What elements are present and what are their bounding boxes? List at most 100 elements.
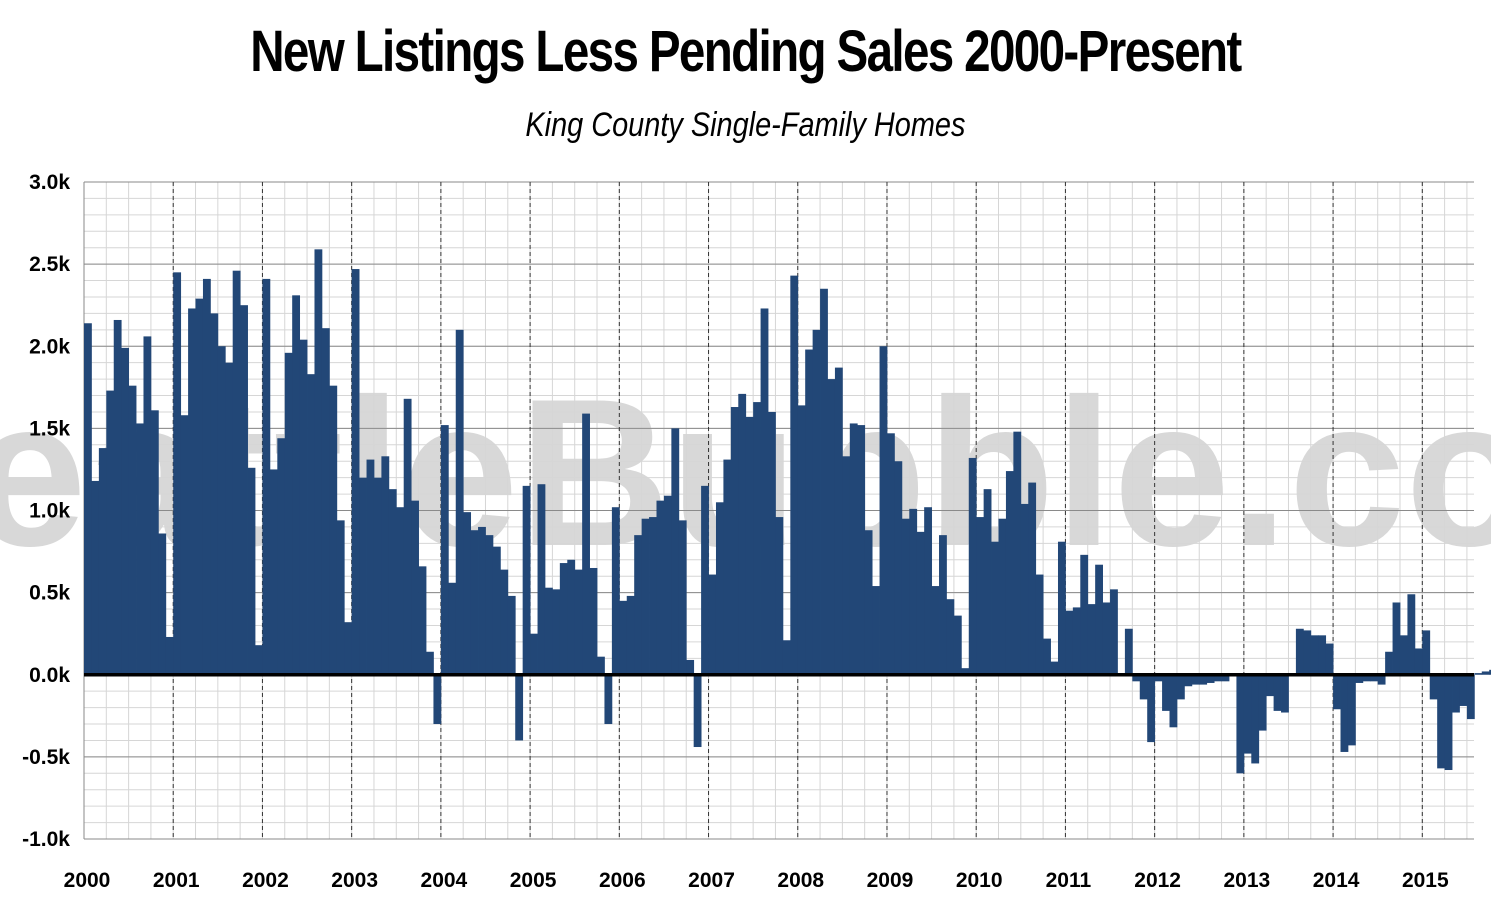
bar xyxy=(916,531,925,675)
bar xyxy=(1080,554,1089,675)
bar xyxy=(1392,602,1401,675)
bar xyxy=(1095,564,1103,675)
bar xyxy=(1020,503,1029,675)
bar xyxy=(1005,471,1014,675)
bar xyxy=(440,425,449,675)
bar xyxy=(834,367,843,675)
bar xyxy=(812,329,821,675)
y-tick-label: 2.0k xyxy=(29,335,70,358)
bar xyxy=(1087,604,1096,675)
bar xyxy=(1437,674,1446,769)
bar xyxy=(619,600,628,675)
bar xyxy=(98,448,107,675)
bar xyxy=(1429,674,1438,700)
bar xyxy=(433,674,442,725)
chart-title: New Listings Less Pending Sales 2000-Pre… xyxy=(250,19,1242,84)
bar xyxy=(924,507,932,675)
x-tick-label: 2005 xyxy=(510,869,557,892)
bar xyxy=(953,615,962,675)
bar xyxy=(656,500,665,675)
bar xyxy=(321,328,330,675)
y-tick-label: 1.0k xyxy=(29,500,70,523)
bar xyxy=(1347,674,1356,746)
bar xyxy=(344,622,353,675)
x-tick-label: 2003 xyxy=(331,869,378,892)
bar xyxy=(552,589,561,675)
bar xyxy=(411,500,419,675)
bar xyxy=(745,416,754,675)
bar xyxy=(262,278,271,675)
bar xyxy=(1035,574,1044,675)
y-tick-label: 3.0k xyxy=(29,171,70,194)
bar xyxy=(604,674,613,725)
bar xyxy=(597,656,605,675)
bar xyxy=(1110,589,1118,675)
bar xyxy=(403,398,412,675)
x-tick-label: 2002 xyxy=(242,869,289,892)
bar xyxy=(426,651,434,675)
bar xyxy=(894,461,903,675)
bar xyxy=(701,485,709,675)
bar xyxy=(939,535,947,675)
bar xyxy=(1459,674,1468,706)
y-tick-label: 0.0k xyxy=(29,664,70,687)
bar xyxy=(537,484,546,675)
bar xyxy=(872,586,880,675)
bar xyxy=(188,308,196,675)
bar-series xyxy=(84,249,1491,774)
bar xyxy=(582,413,590,675)
bar xyxy=(143,336,152,675)
bar xyxy=(299,339,308,675)
bar xyxy=(351,269,360,675)
y-tick-label: -1.0k xyxy=(22,828,70,851)
y-tick-label: 1.5k xyxy=(29,417,70,440)
bar xyxy=(678,520,687,675)
x-tick-label: 2013 xyxy=(1224,869,1271,892)
bar xyxy=(255,645,263,675)
bar xyxy=(359,477,367,675)
bar xyxy=(455,329,464,675)
bar xyxy=(1169,674,1178,728)
bar xyxy=(91,480,100,675)
bar xyxy=(1266,674,1274,697)
bar xyxy=(522,485,531,675)
bar xyxy=(1295,628,1304,675)
x-tick-label: 2009 xyxy=(867,869,914,892)
x-tick-label: 2001 xyxy=(153,869,200,892)
y-tick-label: 2.5k xyxy=(29,253,70,276)
bar xyxy=(1452,674,1460,713)
bar xyxy=(1147,674,1156,743)
bar xyxy=(693,674,702,748)
bar xyxy=(641,518,650,675)
bar xyxy=(507,595,516,675)
bar xyxy=(1258,674,1267,731)
bar xyxy=(158,533,167,675)
bar xyxy=(559,563,568,675)
bar xyxy=(1318,635,1327,675)
bar xyxy=(991,541,999,675)
chart-subtitle: King County Single-Family Homes xyxy=(525,106,966,144)
bar xyxy=(1303,630,1312,675)
x-tick-label: 2014 xyxy=(1313,869,1360,892)
bar xyxy=(195,298,204,675)
bar xyxy=(797,405,806,675)
bar xyxy=(121,347,130,675)
bar xyxy=(1043,638,1051,675)
bar xyxy=(1444,674,1453,771)
bar xyxy=(418,566,427,675)
y-axis-labels: -1.0k -0.5k 0.0k 0.5k 1.0k 1.5k 2.0k 2.5k 3.0k xyxy=(22,171,70,851)
bar xyxy=(849,423,858,675)
y-tick-label: -0.5k xyxy=(22,746,70,769)
bar xyxy=(1399,635,1408,675)
bar xyxy=(210,313,219,675)
bar xyxy=(1243,674,1252,754)
bar xyxy=(515,674,524,741)
bar xyxy=(225,362,234,675)
bar xyxy=(730,407,739,675)
x-tick-label: 2015 xyxy=(1402,869,1449,892)
bar xyxy=(1407,594,1416,675)
bar xyxy=(470,530,479,675)
bar xyxy=(715,502,724,675)
bar xyxy=(84,323,92,675)
x-tick-label: 2012 xyxy=(1134,869,1181,892)
